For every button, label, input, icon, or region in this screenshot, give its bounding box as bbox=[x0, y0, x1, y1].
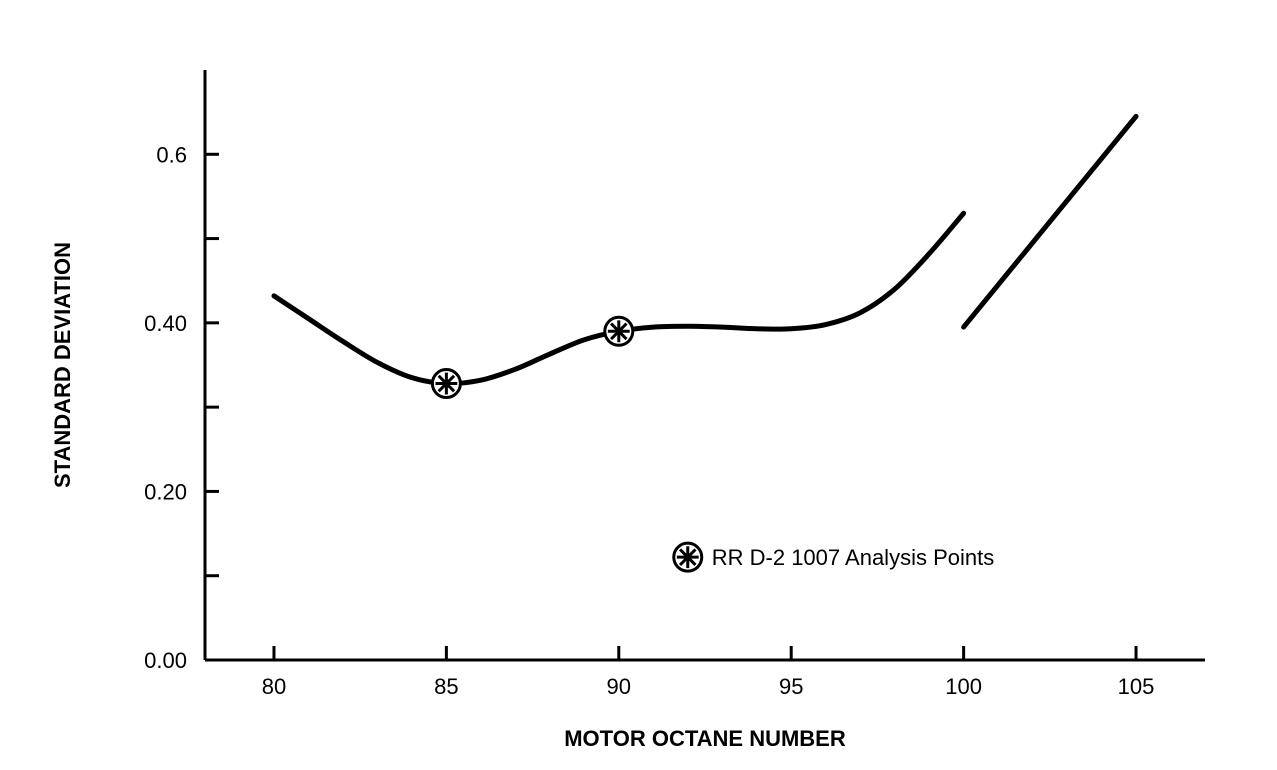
x-tick-label: 105 bbox=[1118, 674, 1155, 699]
x-tick-label: 85 bbox=[434, 674, 458, 699]
curve-segment-2 bbox=[964, 116, 1136, 327]
curve-main bbox=[274, 213, 964, 383]
x-tick-label: 95 bbox=[779, 674, 803, 699]
x-tick-label: 100 bbox=[945, 674, 982, 699]
x-tick-label: 90 bbox=[607, 674, 631, 699]
y-tick-label: 0.20 bbox=[144, 479, 187, 504]
y-tick-label: 0.40 bbox=[144, 311, 187, 336]
y-axis-title: STANDARD DEVIATION bbox=[50, 242, 75, 488]
legend-marker-icon bbox=[674, 543, 702, 571]
legend-label: RR D-2 1007 Analysis Points bbox=[712, 545, 994, 570]
analysis-point-marker bbox=[432, 370, 460, 398]
chart-container: 80 85 90 95 100 105 0.00 0.20 0.40 0.6 RR D-2 1007… bbox=[0, 0, 1277, 770]
chart-svg: 80 85 90 95 100 105 0.00 0.20 0.40 0.6 RR D-2 1007… bbox=[0, 0, 1277, 770]
y-tick-label: 0.6 bbox=[156, 142, 187, 167]
y-tick-label: 0.00 bbox=[144, 648, 187, 673]
analysis-point-marker bbox=[605, 317, 633, 345]
x-axis-title: MOTOR OCTANE NUMBER bbox=[564, 726, 846, 751]
x-tick-label: 80 bbox=[262, 674, 286, 699]
